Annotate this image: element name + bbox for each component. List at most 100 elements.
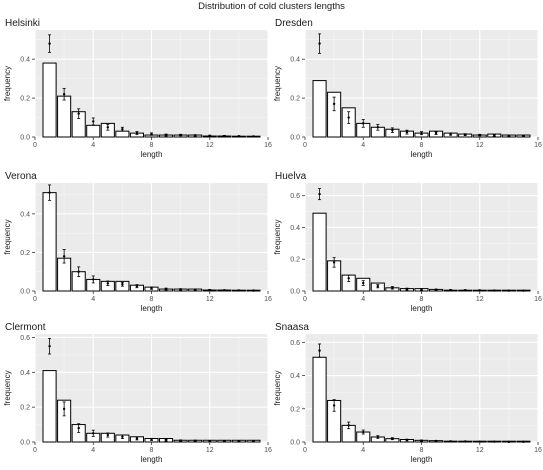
x-tick-label: 8	[150, 296, 154, 303]
x-tick-label: 8	[420, 296, 424, 303]
data-point	[405, 287, 409, 291]
x-tick-label: 4	[361, 142, 365, 149]
panel-title: Verona	[5, 171, 37, 182]
y-tick-label: 0.4	[20, 211, 30, 218]
data-point	[223, 440, 226, 443]
x-tick-label: 8	[420, 447, 424, 454]
y-tick-label: 0.0	[290, 440, 300, 447]
data-point	[193, 288, 197, 291]
data-point	[77, 112, 80, 115]
x-tick-label: 4	[91, 296, 95, 303]
x-axis-title: length	[411, 150, 433, 159]
data-point	[376, 435, 380, 439]
x-tick-label: 4	[91, 447, 95, 454]
bar	[312, 356, 327, 443]
data-point	[318, 349, 321, 352]
data-point	[391, 437, 394, 440]
bar	[42, 192, 57, 292]
data-point	[179, 288, 182, 291]
y-axis-title: frequency	[3, 370, 12, 405]
x-tick-label: 0	[303, 142, 307, 149]
data-point	[478, 133, 481, 137]
data-point	[92, 432, 95, 435]
y-axis-title: frequency	[273, 370, 282, 405]
data-point	[507, 440, 511, 444]
y-axis-title: frequency	[3, 66, 12, 101]
y-tick-label: 0.2	[20, 96, 30, 103]
x-tick-label: 8	[150, 447, 154, 454]
bar	[312, 80, 327, 138]
data-point	[237, 289, 241, 292]
data-point	[318, 192, 321, 196]
data-point	[237, 135, 241, 138]
data-point	[420, 131, 423, 135]
bar	[86, 124, 101, 138]
bar	[57, 95, 72, 138]
data-point	[252, 440, 255, 443]
y-tick-label: 0.2	[20, 250, 30, 257]
x-tick-label: 12	[476, 447, 484, 454]
panel-title: Huelva	[275, 171, 307, 182]
data-point	[347, 116, 350, 119]
data-point	[223, 289, 226, 292]
data-point	[208, 439, 211, 443]
data-point	[223, 134, 226, 138]
bar	[42, 62, 57, 138]
x-axis-title: length	[411, 304, 433, 313]
data-point	[193, 134, 197, 137]
data-point	[507, 134, 511, 138]
data-point	[164, 439, 168, 442]
y-tick-label: 0.0	[20, 135, 30, 142]
data-point	[420, 288, 423, 291]
panel-dresden: Dresden 0 4 8 12 16 0.0 0.2 0.4 length frequency	[273, 18, 542, 159]
data-point	[449, 440, 452, 443]
data-point	[150, 438, 153, 441]
x-tick-label: 16	[264, 296, 272, 303]
data-point	[150, 286, 153, 290]
y-tick-label: 0.2	[20, 405, 30, 412]
data-point	[237, 440, 241, 443]
x-axis-title: length	[141, 304, 163, 313]
data-point	[463, 289, 467, 292]
x-axis-title: length	[411, 455, 433, 464]
x-tick-label: 12	[476, 142, 484, 149]
y-tick-label: 0.0	[20, 440, 30, 447]
panel-title: Helsinki	[5, 18, 40, 29]
data-point	[252, 289, 255, 292]
data-point	[362, 281, 365, 285]
y-tick-label: 0.2	[290, 257, 300, 264]
data-point	[405, 130, 409, 134]
data-point	[164, 133, 168, 137]
data-point	[48, 191, 51, 194]
y-tick-label: 0.0	[20, 289, 30, 296]
data-point	[48, 42, 51, 45]
data-point	[507, 289, 511, 292]
data-point	[420, 439, 423, 442]
bar	[312, 212, 327, 292]
y-axis-title: frequency	[273, 219, 282, 254]
x-tick-label: 16	[534, 447, 542, 454]
y-tick-label: 0.4	[290, 57, 300, 64]
data-point	[62, 255, 66, 258]
data-point	[135, 437, 139, 440]
data-point	[48, 344, 51, 348]
bar	[42, 370, 57, 443]
x-tick-label: 0	[33, 447, 37, 454]
data-point	[493, 134, 496, 137]
x-tick-label: 4	[91, 142, 95, 149]
x-tick-label: 4	[361, 296, 365, 303]
x-tick-label: 4	[361, 447, 365, 454]
data-point	[522, 440, 525, 444]
data-point	[347, 277, 350, 280]
y-tick-label: 0.0	[290, 289, 300, 296]
data-point	[318, 42, 321, 45]
data-point	[391, 128, 394, 132]
data-point	[208, 288, 211, 292]
data-point	[463, 133, 467, 136]
data-point	[493, 289, 496, 292]
data-point	[376, 126, 380, 129]
data-point	[77, 426, 80, 430]
data-point	[135, 284, 139, 288]
data-point	[449, 288, 452, 292]
